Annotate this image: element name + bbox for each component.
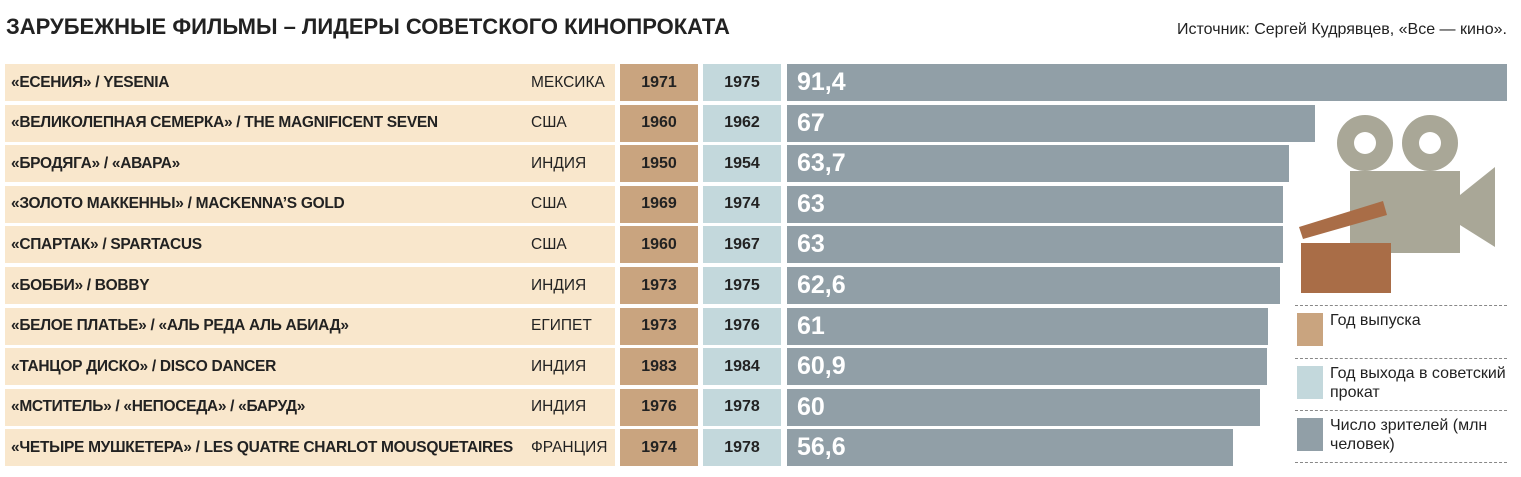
legend-swatch bbox=[1297, 365, 1323, 399]
value-label: 63 bbox=[797, 230, 825, 259]
country: ИНДИЯ bbox=[531, 154, 587, 172]
year-cell: 1975 bbox=[703, 64, 781, 101]
year-cell: 1973 bbox=[620, 307, 698, 345]
bar bbox=[787, 145, 1289, 183]
film-name: «ЧЕТЫРЕ МУШКЕТЕРА» / LES QUATRE CHARLOT … bbox=[5, 429, 615, 467]
film-name: «СПАРТАК» / SPARTACUS bbox=[5, 226, 615, 264]
bar bbox=[787, 226, 1284, 264]
year-cell: 1984 bbox=[703, 348, 781, 386]
year-cell: 1954 bbox=[703, 145, 781, 183]
film-name: «БЕЛОЕ ПЛАТЬЕ» / «АЛЬ РЕДА АЛЬ АБИАД» bbox=[5, 307, 615, 345]
legend-divider bbox=[1295, 462, 1507, 463]
camera-icon bbox=[1299, 115, 1495, 293]
bar bbox=[787, 388, 1260, 426]
legend-label: Год выпуска bbox=[1330, 312, 1421, 329]
value-label: 60,9 bbox=[797, 352, 846, 381]
bar bbox=[787, 64, 1507, 101]
source: Источник: Сергей Кудрявцев, «Все — кино»… bbox=[1177, 21, 1507, 38]
legend-label: Год выхода в советский прокат bbox=[1330, 364, 1506, 401]
value-label: 62,6 bbox=[797, 271, 846, 299]
bar bbox=[787, 104, 1315, 142]
bar bbox=[787, 185, 1284, 223]
year-cell: 1978 bbox=[703, 429, 781, 467]
year-cell: 1971 bbox=[620, 64, 698, 101]
chart-title: ЗАРУБЕЖНЫЕ ФИЛЬМЫ – ЛИДЕРЫ СОВЕТСКОГО КИ… bbox=[6, 14, 730, 39]
year-cell: 1976 bbox=[703, 307, 781, 345]
country: США bbox=[531, 235, 567, 253]
year-cell: 1960 bbox=[620, 104, 698, 142]
country: США bbox=[531, 195, 567, 213]
year-cell: 1950 bbox=[620, 145, 698, 183]
year-cell: 1967 bbox=[703, 226, 781, 264]
legend-swatch bbox=[1297, 313, 1323, 346]
country: США bbox=[531, 114, 567, 132]
film-name: «ЕСЕНИЯ» / YESENIA bbox=[5, 64, 615, 101]
film-name: «ЗОЛОТО МАККЕННЫ» / MACKENNA’S GOLD bbox=[5, 185, 615, 223]
legend-label: Число зрителей (млн человек) bbox=[1330, 417, 1488, 453]
film-name: «БРОДЯГА» / «АВАРА» bbox=[5, 145, 615, 183]
value-label: 63 bbox=[797, 189, 825, 218]
value-label: 63,7 bbox=[797, 149, 846, 178]
year-cell: 1976 bbox=[620, 388, 698, 426]
value-label: 56,6 bbox=[797, 433, 846, 462]
film-name: «МСТИТЕЛЬ» / «НЕПОСЕДА» / «БАРУД» bbox=[5, 388, 615, 426]
country: ИНДИЯ bbox=[531, 357, 587, 375]
bar bbox=[787, 348, 1267, 386]
year-cell: 1975 bbox=[703, 267, 781, 304]
film-name: «БОББИ» / BOBBY bbox=[5, 267, 615, 304]
year-cell: 1983 bbox=[620, 348, 698, 386]
year-cell: 1974 bbox=[620, 429, 698, 467]
year-cell: 1962 bbox=[703, 104, 781, 142]
legend-divider bbox=[1295, 305, 1507, 306]
year-cell: 1969 bbox=[620, 185, 698, 223]
country: ИНДИЯ bbox=[531, 276, 587, 294]
value-label: 91,4 bbox=[797, 68, 846, 96]
country: ФРАНЦИЯ bbox=[531, 438, 608, 456]
legend-divider bbox=[1295, 358, 1507, 359]
year-cell: 1978 bbox=[703, 388, 781, 426]
film-name: «ВЕЛИКОЛЕПНАЯ СЕМЕРКА» / THE MAGNIFICENT… bbox=[5, 104, 615, 142]
country: ЕГИПЕТ bbox=[531, 317, 592, 335]
bar bbox=[787, 307, 1268, 345]
film-name: «ТАНЦОР ДИСКО» / DISCO DANCER bbox=[5, 348, 615, 386]
value-label: 61 bbox=[797, 311, 825, 340]
year-cell: 1960 bbox=[620, 226, 698, 264]
year-cell: 1974 bbox=[703, 185, 781, 223]
bar bbox=[787, 267, 1281, 304]
country: МЕКСИКА bbox=[531, 73, 605, 91]
legend-divider bbox=[1295, 410, 1507, 411]
value-label: 60 bbox=[797, 392, 825, 421]
country: ИНДИЯ bbox=[531, 398, 587, 416]
bar bbox=[787, 429, 1233, 467]
value-label: 67 bbox=[797, 108, 825, 137]
year-cell: 1973 bbox=[620, 267, 698, 304]
legend-swatch bbox=[1297, 418, 1323, 451]
